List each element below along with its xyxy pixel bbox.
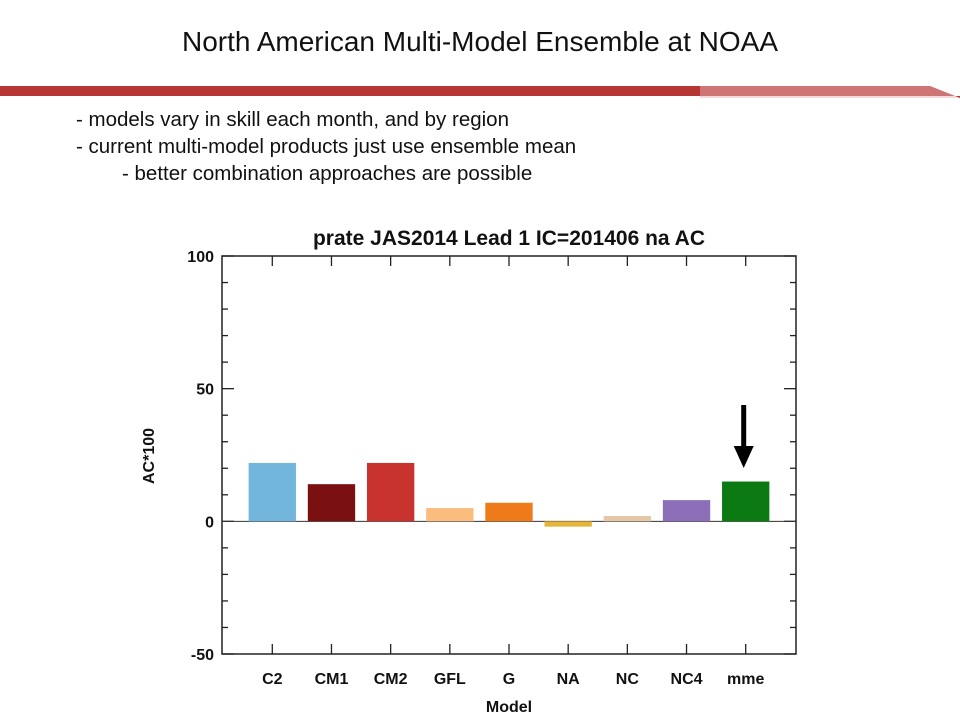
arrow-head-icon (733, 446, 754, 468)
bullet-item: - current multi-model products just use … (76, 135, 577, 158)
slide-title: North American Multi-Model Ensemble at N… (182, 26, 778, 57)
sub-bullet-item: - better combination approaches are poss… (122, 162, 533, 185)
bar-g (485, 502, 533, 522)
bar-na (544, 521, 592, 527)
bars (248, 462, 770, 527)
bar-nc (603, 516, 652, 522)
y-tick-label: 50 (196, 382, 214, 399)
x-tick-label: CM2 (374, 671, 408, 688)
bar-c2 (248, 462, 296, 522)
x-tick-label: NA (557, 671, 581, 688)
y-tick-label: 100 (187, 249, 214, 266)
x-tick-label: C2 (262, 671, 283, 688)
x-tick-label: CM1 (315, 671, 349, 688)
x-axis-label: Model (486, 699, 532, 716)
x-tick-label: NC4 (671, 671, 703, 688)
plot-frame (221, 255, 797, 655)
bullet-list: - models vary in skill each month, and b… (76, 106, 576, 187)
highlight-arrow (733, 405, 754, 468)
x-tick-label: G (503, 671, 515, 688)
y-tick-label: -50 (191, 647, 214, 664)
y-tick-label: 0 (205, 514, 214, 531)
axis-ticks (222, 255, 796, 655)
bar-mme (722, 481, 770, 522)
y-axis-label: AC*100 (141, 428, 158, 484)
bar-nc4 (662, 500, 711, 522)
header-banner (0, 86, 960, 98)
bar-cm1 (307, 484, 356, 522)
y-tick-labels: 100 50 0 -50 (187, 249, 214, 664)
chart-title: prate JAS2014 Lead 1 IC=201406 na AC (313, 227, 705, 250)
x-tick-labels: C2 CM1 CM2 GFL G NA NC NC4 mme (262, 671, 764, 688)
banner-fade (700, 86, 960, 98)
bullet-item: - models vary in skill each month, and b… (76, 108, 509, 131)
x-tick-label: NC (616, 671, 640, 688)
x-tick-label: GFL (434, 671, 466, 688)
bar-cm2 (366, 462, 415, 522)
x-tick-label: mme (727, 671, 764, 688)
bar-gfl (426, 508, 474, 522)
